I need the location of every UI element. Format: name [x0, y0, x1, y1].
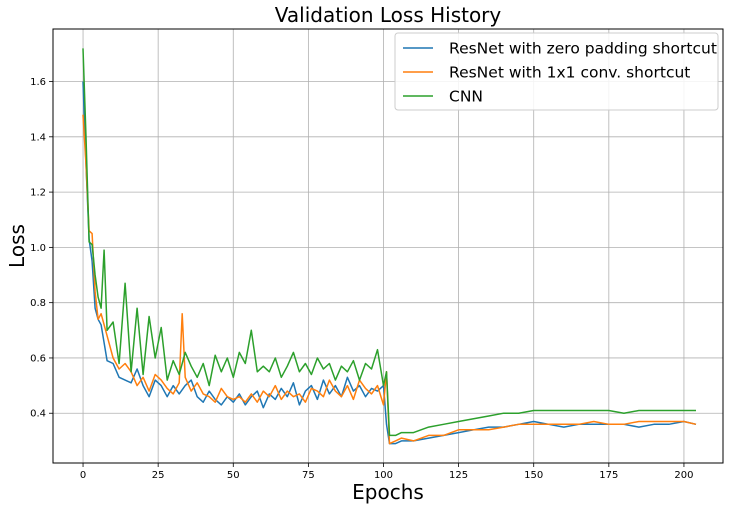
- legend-label-2: ResNet with 1x1 conv. shortcut: [449, 64, 690, 82]
- series-lines: [82, 48, 697, 445]
- series-line-3: [82, 48, 696, 437]
- legend-box: [394, 32, 719, 111]
- plot-frame: [52, 28, 724, 464]
- y-tick-label: 1.2: [30, 188, 46, 199]
- y-axis-label: Loss: [5, 224, 29, 268]
- x-tick-label: 25: [152, 470, 165, 481]
- legend: ResNet with zero padding shortcut ResNet …: [394, 32, 719, 111]
- x-tick-label: 125: [449, 470, 468, 481]
- x-tick-label: 150: [524, 470, 543, 481]
- x-tick-label: 75: [302, 470, 315, 481]
- y-tick-label: 0.8: [30, 298, 46, 309]
- axis-ticks: 0 25 50 75 100 125 150 175 200 0.4 0.6 0.8 1.0 1.2 1.4…: [30, 77, 693, 481]
- x-tick-label: 50: [227, 470, 240, 481]
- y-tick-label: 1.4: [30, 132, 46, 143]
- y-tick-label: 0.4: [30, 409, 46, 420]
- chart-title: Validation Loss History: [275, 3, 502, 27]
- x-tick-label: 175: [599, 470, 618, 481]
- y-tick-label: 1.0: [30, 243, 46, 254]
- legend-label-1: ResNet with zero padding shortcut: [449, 40, 717, 58]
- x-tick-label: 200: [674, 470, 693, 481]
- y-tick-label: 1.6: [30, 77, 46, 88]
- x-tick-label: 100: [374, 470, 393, 481]
- legend-label-3: CNN: [449, 88, 483, 106]
- y-tick-label: 0.6: [30, 353, 46, 364]
- x-tick-label: 0: [80, 470, 86, 481]
- x-axis-label: Epochs: [352, 480, 424, 504]
- series-line-2: [82, 114, 697, 445]
